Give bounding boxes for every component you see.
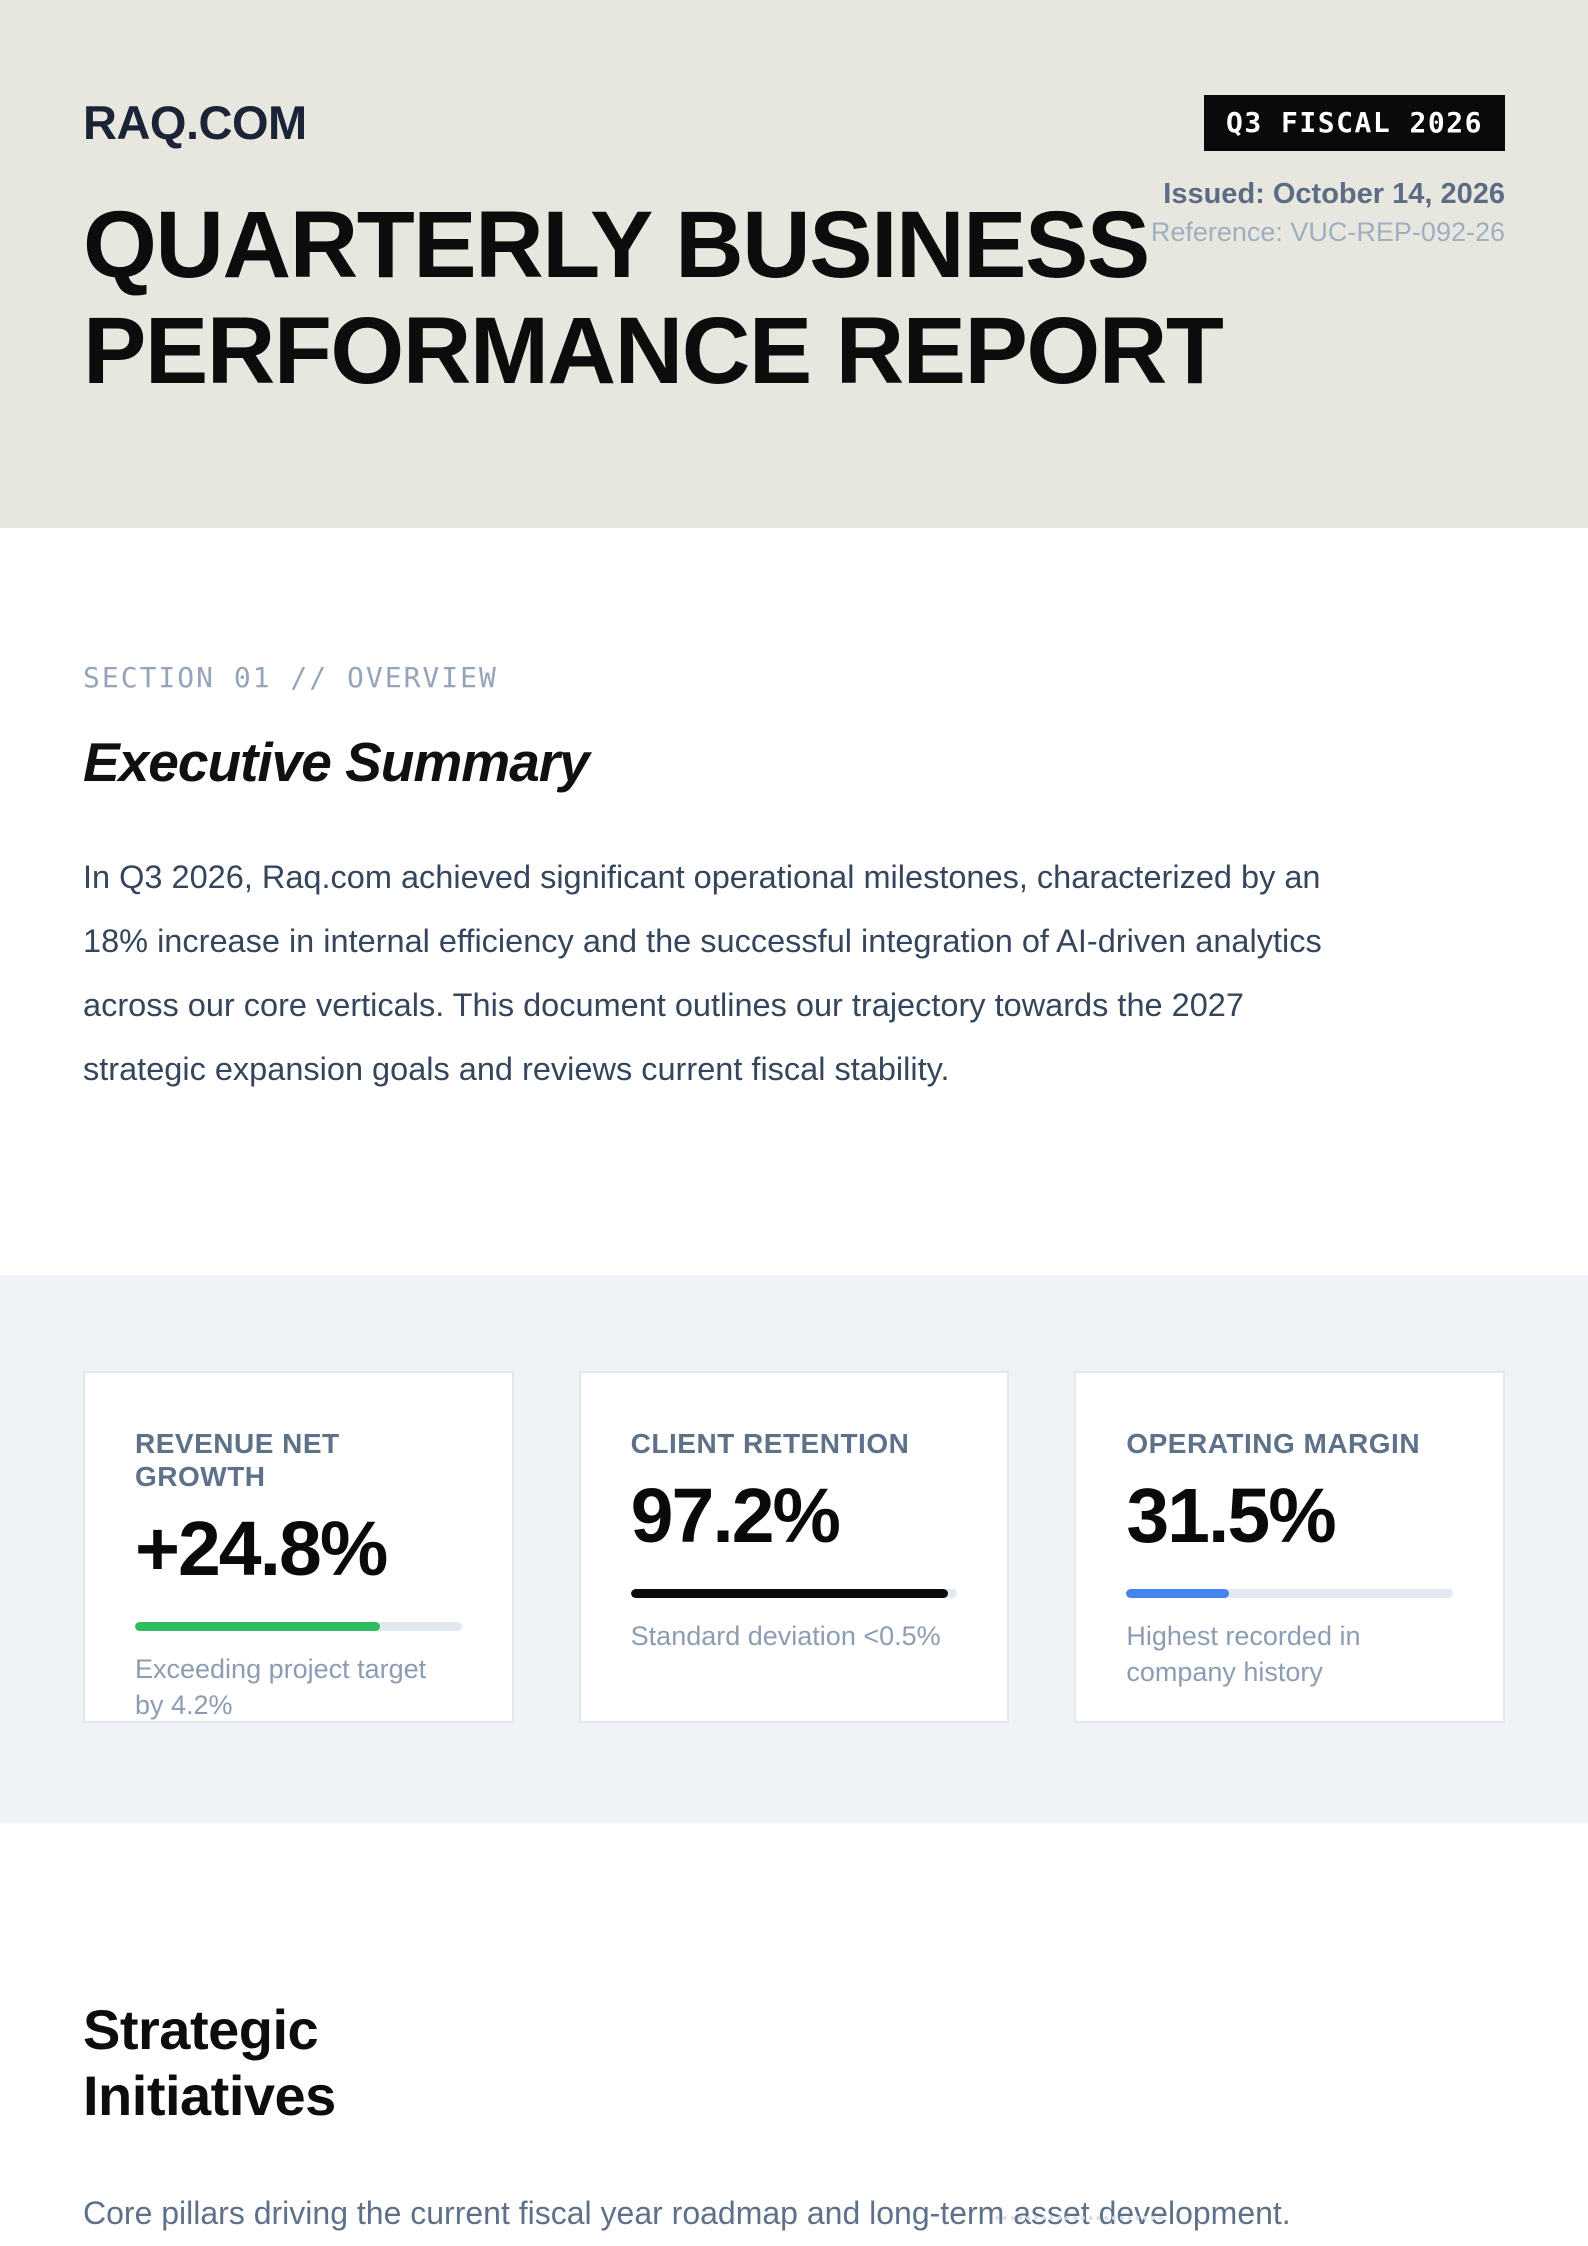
- reference-number: Reference: VUC-REP-092-26: [1150, 217, 1505, 247]
- initiatives-subtitle: Core pillars driving the current fiscal …: [83, 2194, 1291, 2231]
- report-title: QUARTERLY BUSINESS PERFORMANCE REPORT: [83, 192, 1224, 405]
- metric-label: OPERATING MARGIN: [1126, 1427, 1421, 1459]
- executive-summary-paragraph: In Q3 2026, Raq.com achieved significant…: [83, 859, 1322, 1087]
- metric-note: Exceeding project target by 4.2%: [135, 1653, 427, 1720]
- metric-card-client-retention: CLIENT RETENTION 97.2% Standard deviatio…: [578, 1370, 1010, 1723]
- metric-value: 31.5%: [1126, 1472, 1336, 1559]
- metric-value: +24.8%: [135, 1505, 388, 1592]
- metric-note: Highest recorded in company history: [1126, 1620, 1361, 1687]
- section-label: SECTION 01 // OVERVIEW: [83, 661, 498, 694]
- issued-date: Issued: October 14, 2026: [1163, 178, 1505, 210]
- metric-progress-track: [630, 1588, 958, 1598]
- metric-note: Standard deviation <0.5%: [630, 1620, 941, 1651]
- metric-value: 97.2%: [630, 1472, 841, 1559]
- metric-progress-track: [135, 1621, 462, 1631]
- metric-progress-fill: [135, 1621, 380, 1631]
- metric-card-revenue-net-growth: REVENUE NET GROWTH +24.8% Exceeding proj…: [83, 1370, 514, 1723]
- metric-progress-fill: [1126, 1588, 1230, 1598]
- metric-progress-fill: [630, 1588, 949, 1598]
- company-logo: RAQ.COM: [83, 96, 307, 149]
- metric-progress-track: [1126, 1588, 1454, 1598]
- metrics-section: REVENUE NET GROWTH +24.8% Exceeding proj…: [0, 1274, 1588, 1823]
- metric-card-operating-margin: OPERATING MARGIN 31.5% Highest recorded …: [1074, 1370, 1506, 1723]
- metric-label: CLIENT RETENTION: [630, 1427, 910, 1459]
- fiscal-period-badge: Q3 FISCAL 2026: [1203, 95, 1505, 151]
- cutoff-dotted-line: [995, 2216, 1163, 2220]
- metric-label: REVENUE NET GROWTH: [135, 1427, 340, 1492]
- initiatives-section: Strategic Initiatives Core pillars drivi…: [0, 1823, 1588, 2236]
- overview-section: SECTION 01 // OVERVIEW Executive Summary…: [0, 528, 1588, 1275]
- report-meta: Q3 FISCAL 2026 Issued: October 14, 2026 …: [1151, 95, 1505, 248]
- initiatives-heading: Strategic Initiatives: [83, 1997, 336, 2127]
- report-header: RAQ.COM Q3 FISCAL 2026 Issued: October 1…: [0, 0, 1588, 528]
- executive-summary-heading: Executive Summary: [83, 731, 590, 793]
